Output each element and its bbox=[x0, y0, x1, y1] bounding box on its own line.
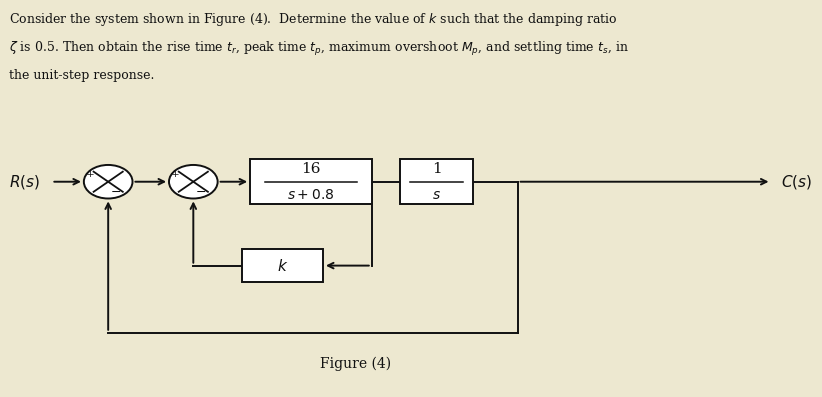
Text: 1: 1 bbox=[432, 162, 441, 176]
Text: Figure (4): Figure (4) bbox=[320, 356, 391, 371]
Text: the unit-step response.: the unit-step response. bbox=[9, 69, 155, 82]
Text: $k$: $k$ bbox=[277, 258, 289, 274]
FancyBboxPatch shape bbox=[400, 159, 473, 204]
Text: +: + bbox=[86, 170, 95, 179]
Text: $R(s)$: $R(s)$ bbox=[9, 173, 40, 191]
Text: $\zeta$ is 0.5. Then obtain the rise time $t_r$, peak time $t_p$, maximum oversh: $\zeta$ is 0.5. Then obtain the rise tim… bbox=[9, 40, 629, 58]
Circle shape bbox=[84, 165, 132, 198]
Text: −: − bbox=[111, 187, 122, 199]
Text: $C(s)$: $C(s)$ bbox=[781, 173, 812, 191]
FancyBboxPatch shape bbox=[250, 159, 372, 204]
Text: $s +0.8$: $s +0.8$ bbox=[288, 188, 335, 202]
Text: +: + bbox=[171, 170, 180, 179]
FancyBboxPatch shape bbox=[242, 249, 323, 282]
Text: 16: 16 bbox=[301, 162, 321, 176]
Circle shape bbox=[169, 165, 218, 198]
Text: Consider the system shown in Figure (4).  Determine the value of $k$ such that t: Consider the system shown in Figure (4).… bbox=[9, 11, 618, 28]
Text: $s$: $s$ bbox=[432, 188, 441, 202]
Text: −: − bbox=[196, 187, 206, 199]
